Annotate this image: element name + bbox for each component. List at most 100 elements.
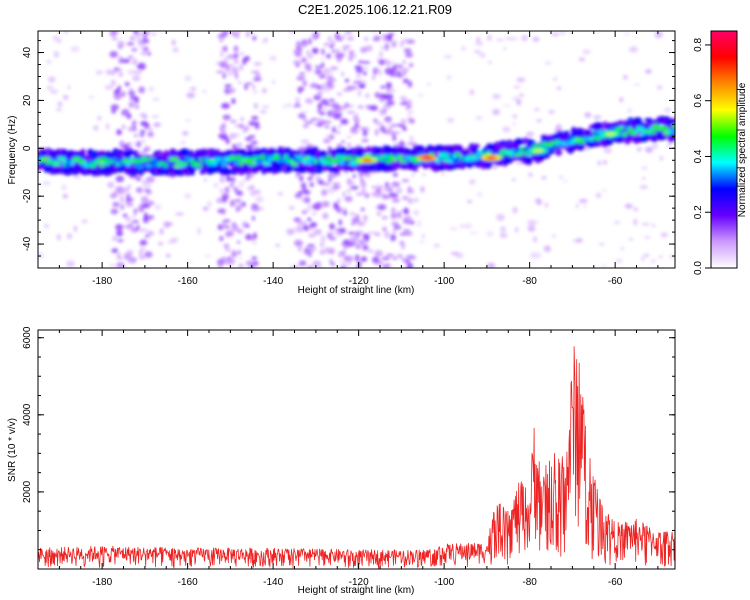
spectrogram-noise-cell <box>118 73 123 77</box>
spectrogram-noise-cell <box>222 114 231 121</box>
spectrogram-heat-layer <box>38 31 675 268</box>
y-tick-label: 2000 <box>22 480 33 503</box>
spectrogram-ridge-cell <box>525 157 532 164</box>
spectrogram-noise-cell <box>327 234 332 238</box>
spectrogram-noise-cell <box>253 189 261 195</box>
spectrogram-noise-cell <box>374 249 384 258</box>
spectrogram-noise-cell <box>353 118 361 123</box>
spectrogram-noise-cell <box>308 233 316 238</box>
spectrogram-noise-cell <box>292 104 302 108</box>
spectrogram-noise-cell <box>109 193 118 199</box>
spectrogram-noise-cell <box>337 105 342 110</box>
spectrogram-noise-cell <box>299 175 304 182</box>
spectrogram-noise-cell <box>219 125 226 132</box>
spectrogram-noise-cell <box>384 93 394 101</box>
spectrogram-ridge-cell <box>555 148 563 157</box>
spectrogram-noise-cell <box>575 203 579 209</box>
spectrogram-noise-cell <box>236 193 244 196</box>
spectrogram-noise-cell <box>219 176 226 183</box>
spectrogram-noise-cell <box>111 235 118 242</box>
spectrogram-noise-cell <box>224 186 230 194</box>
spectrogram-hot-spot-core <box>422 156 433 160</box>
spectrogram-noise-cell <box>394 131 402 135</box>
spectrogram-noise-cell <box>330 66 339 70</box>
spectrogram-noise-cell <box>242 127 247 134</box>
spectrogram-x-axis-label: Height of straight line (km) <box>298 285 415 296</box>
spectrogram-noise-cell <box>656 84 663 91</box>
spectrogram-noise-cell <box>116 129 122 136</box>
spectrogram-noise-cell <box>245 224 250 228</box>
spectrogram-noise-cell <box>342 34 346 39</box>
spectrogram-noise-cell <box>659 155 664 161</box>
spectrogram-noise-cell <box>343 255 349 261</box>
spectrogram-noise-cell <box>122 225 132 229</box>
spectrogram-noise-cell <box>355 112 359 120</box>
spectrogram-noise-cell <box>381 256 391 261</box>
spectrogram-noise-cell <box>534 197 541 204</box>
spectrogram-ridge-core-cell <box>60 158 67 162</box>
spectrogram-noise-cell <box>261 87 267 94</box>
spectrogram-noise-cell <box>293 217 301 223</box>
spectrogram-noise-cell <box>658 255 663 259</box>
spectrogram-noise-cell <box>654 31 663 39</box>
spectrogram-noise-cell <box>320 189 328 196</box>
spectrogram-noise-cell <box>543 245 551 253</box>
spectrogram-noise-cell <box>364 193 370 199</box>
spectrogram-noise-cell <box>127 126 135 132</box>
spectrogram-noise-cell <box>595 192 602 199</box>
spectrogram-noise-cell <box>110 208 119 215</box>
spectrogram-noise-cell <box>225 175 231 182</box>
spectrogram-noise-cell <box>356 221 366 227</box>
spectrogram-noise-cell <box>128 100 136 109</box>
spectrogram-noise-cell <box>321 120 330 125</box>
spectrogram-noise-cell <box>372 67 379 73</box>
spectrogram-noise-cell <box>136 224 140 232</box>
colorbar-label: Normalized spectral amplitude <box>737 82 748 217</box>
spectrogram-hot-spot-core <box>533 149 544 153</box>
spectrogram-noise-cell <box>127 69 136 75</box>
spectrogram-noise-cell <box>125 195 131 203</box>
spectrogram-noise-cell <box>303 116 307 122</box>
spectrogram-noise-cell <box>298 226 304 234</box>
spectrogram-noise-cell <box>336 198 341 203</box>
spectrogram-noise-cell <box>189 260 193 263</box>
spectrogram-noise-cell <box>479 52 486 58</box>
spectrogram-noise-cell <box>253 61 262 66</box>
spectrogram-noise-cell <box>367 230 377 235</box>
spectrogram-noise-cell <box>66 260 75 268</box>
spectrogram-noise-cell <box>385 82 393 90</box>
spectrogram-noise-cell <box>129 36 136 41</box>
spectrogram-noise-cell <box>331 49 336 53</box>
spectrogram-noise-cell <box>132 75 141 82</box>
spectrogram-ridge-core-cell <box>384 154 389 159</box>
spectrogram-noise-cell <box>109 70 117 76</box>
spectrogram-noise-cell <box>541 176 547 180</box>
spectrogram-noise-cell <box>402 126 407 132</box>
spectrogram-noise-cell <box>633 206 639 213</box>
spectrogram-noise-cell <box>262 39 266 44</box>
spectrogram-noise-cell <box>362 138 369 142</box>
spectrogram-noise-cell <box>640 255 645 262</box>
spectrogram-noise-cell <box>322 107 327 111</box>
spectrogram-noise-cell <box>250 121 256 126</box>
spectrogram-noise-cell <box>238 180 245 188</box>
spectrogram-noise-cell <box>402 78 409 84</box>
spectrogram-noise-cell <box>42 181 51 185</box>
spectrogram-noise-cell <box>307 217 312 222</box>
spectrogram-ridge-core-cell <box>588 137 595 142</box>
spectrogram-noise-cell <box>224 55 228 63</box>
spectrogram-noise-cell <box>302 224 309 230</box>
spectrogram-noise-cell <box>233 60 240 64</box>
spectrogram-noise-cell <box>307 265 313 268</box>
spectrogram-noise-cell <box>311 47 319 54</box>
colorbar-gradient <box>710 30 738 269</box>
spectrogram-noise-cell <box>173 46 179 53</box>
spectrogram-noise-cell <box>390 88 396 94</box>
spectrogram-ridge-cell <box>134 166 140 173</box>
spectrogram-noise-cell <box>135 175 142 182</box>
spectrogram-noise-cell <box>251 115 259 121</box>
spectrogram-noise-cell <box>469 89 475 96</box>
spectrogram-noise-cell <box>383 263 389 267</box>
spectrogram-noise-cell <box>447 117 454 124</box>
spectrogram-noise-cell <box>341 140 345 144</box>
